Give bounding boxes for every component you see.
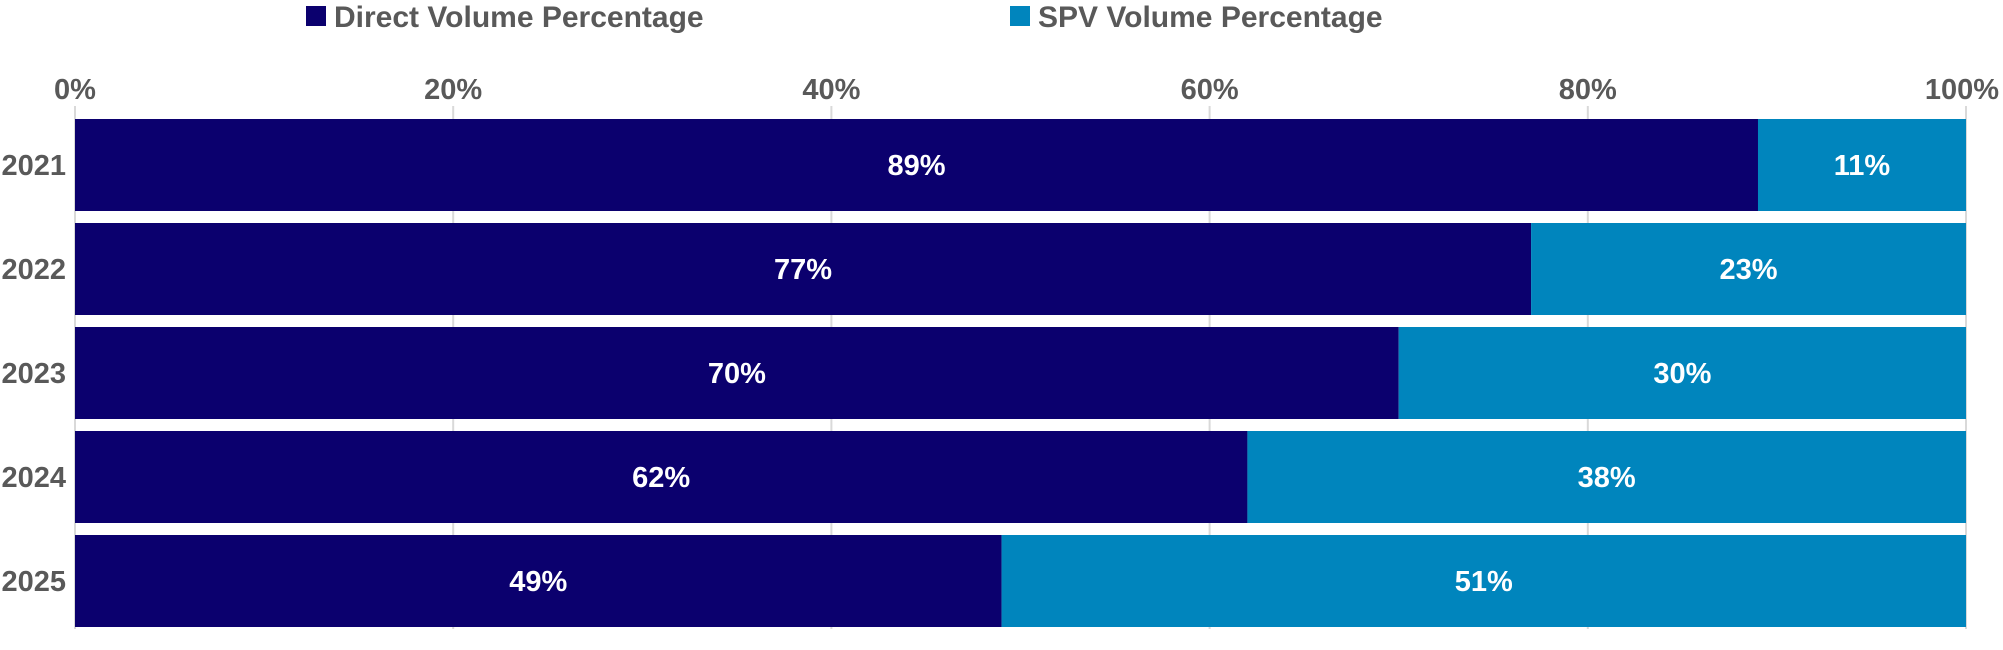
legend: Direct Volume Percentage SPV Volume Perc…	[306, 1, 1383, 34]
x-tick-label: 0%	[54, 74, 96, 106]
x-tick-label: 80%	[1559, 74, 1617, 106]
category-label: 2025	[1, 566, 66, 598]
bar-segment-spv	[1757, 119, 1966, 211]
data-label: 89%	[887, 150, 945, 182]
x-tick-label: 100%	[1925, 74, 1999, 106]
data-label: 62%	[632, 462, 690, 494]
bar-segment-spv	[1001, 535, 1966, 627]
category-label: 2023	[1, 358, 66, 390]
data-label: 23%	[1720, 254, 1778, 286]
x-tick-label: 20%	[424, 74, 482, 106]
data-label: 38%	[1578, 462, 1636, 494]
bar-segment-direct	[75, 223, 1532, 315]
bar-segment-spv	[1398, 327, 1966, 419]
x-tick-label: 40%	[802, 74, 860, 106]
data-label: 70%	[708, 358, 766, 390]
data-label: 51%	[1455, 566, 1513, 598]
category-label: 2021	[1, 150, 66, 182]
legend-swatch-direct	[306, 6, 326, 26]
bar-segment-direct	[75, 119, 1758, 211]
x-axis-tick-labels: 0% 20% 40% 60% 80% 100%	[54, 74, 1999, 106]
y-axis-category-labels: 2021 2022 2023 2024 2025	[1, 150, 66, 598]
legend-label-direct: Direct Volume Percentage	[334, 1, 704, 34]
bar-segment-spv	[1531, 223, 1966, 315]
bars: 89% 11% 77% 23% 70% 30% 62% 38% 49% 51%	[75, 119, 1966, 627]
data-label: 77%	[774, 254, 832, 286]
category-label: 2024	[1, 462, 66, 494]
data-label: 49%	[509, 566, 567, 598]
x-tick-label: 60%	[1181, 74, 1239, 106]
data-label: 30%	[1653, 358, 1711, 390]
bar-segment-spv	[1247, 431, 1966, 523]
legend-swatch-spv	[1010, 6, 1030, 26]
legend-label-spv: SPV Volume Percentage	[1038, 1, 1383, 34]
data-label: 11%	[1834, 150, 1891, 182]
bar-segment-direct	[75, 327, 1399, 419]
bar-segment-direct	[75, 535, 1002, 627]
bar-segment-direct	[75, 431, 1248, 523]
category-label: 2022	[1, 254, 66, 286]
